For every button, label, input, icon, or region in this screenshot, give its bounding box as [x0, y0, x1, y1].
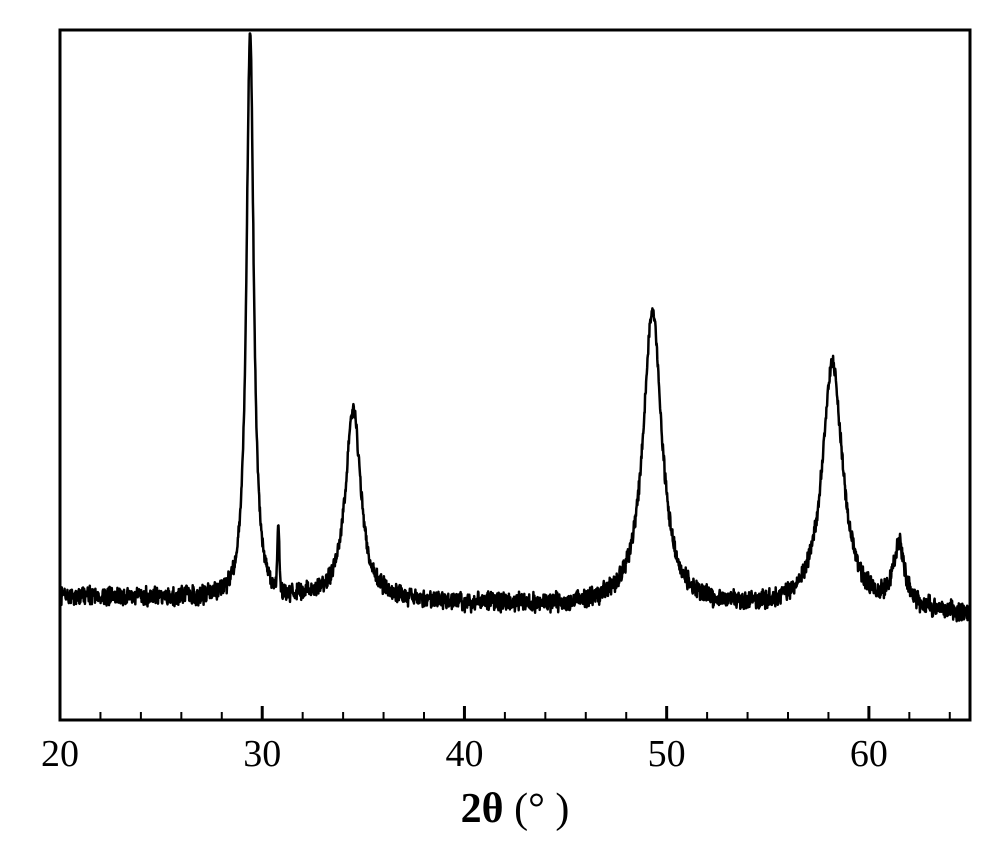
- svg-text:60: 60: [850, 733, 888, 775]
- svg-text:20: 20: [41, 733, 79, 775]
- xrd-chart-svg: 20 30 40 50 60 2θ (° ): [0, 0, 1000, 847]
- svg-text:2θ (° ): 2θ (° ): [461, 786, 570, 832]
- svg-text:50: 50: [648, 733, 686, 775]
- svg-text:30: 30: [243, 733, 281, 775]
- svg-text:40: 40: [445, 733, 483, 775]
- xrd-chart-container: 20 30 40 50 60 2θ (° ): [0, 0, 1000, 847]
